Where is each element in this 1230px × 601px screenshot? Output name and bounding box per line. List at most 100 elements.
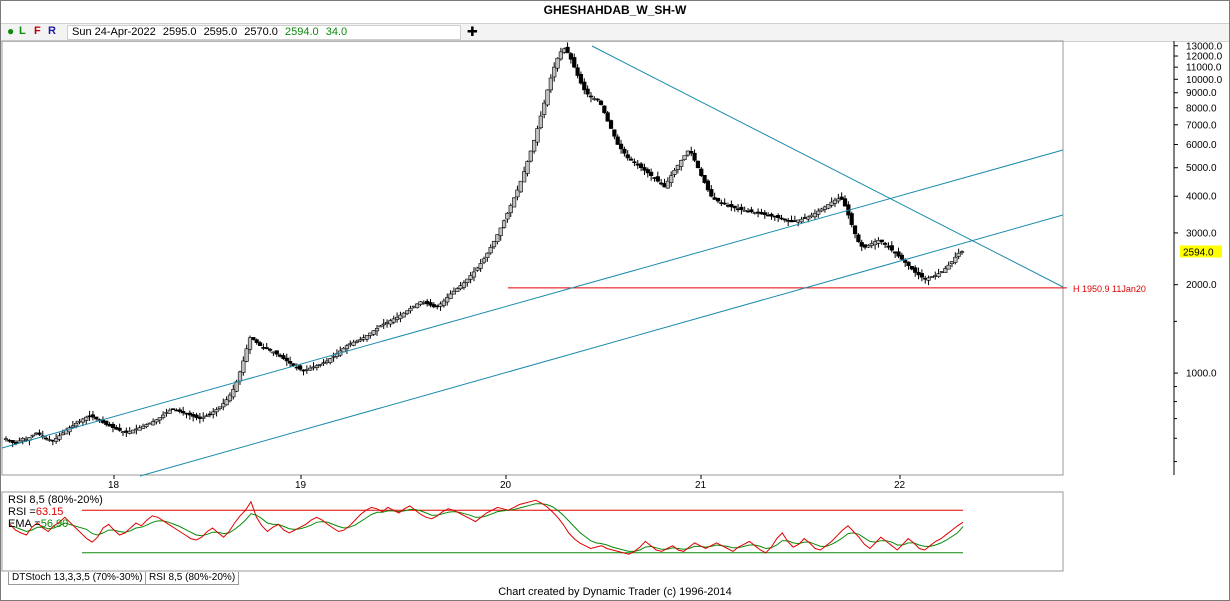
candle-body: [381, 323, 386, 326]
r-button[interactable]: R: [48, 25, 56, 37]
candle-body: [585, 88, 590, 95]
candle-body: [364, 334, 370, 340]
candle-body: [471, 271, 477, 278]
candle-body: [44, 437, 49, 440]
candle-body: [615, 136, 620, 145]
candle-body: [221, 403, 226, 408]
rsi-title: RSI 8,5 (80%-20%): [8, 494, 103, 506]
ema-line: [9, 503, 964, 552]
candle-body: [645, 169, 650, 174]
last-price-label: 2594.0: [1183, 247, 1214, 258]
candle-body: [582, 81, 587, 91]
candle-body: [415, 303, 420, 309]
candle-body: [408, 308, 413, 312]
candle-body: [769, 213, 774, 217]
candle-body: [211, 411, 216, 415]
candle-body: [455, 288, 460, 292]
rsi-pane-border: [1, 491, 1064, 572]
candle-body: [525, 161, 530, 174]
candle-body: [816, 210, 821, 215]
l-button[interactable]: L: [19, 25, 26, 37]
candle-body: [241, 360, 246, 373]
green-dot-icon[interactable]: ●: [7, 24, 15, 38]
candle-body: [37, 432, 42, 435]
last-price-box: [1180, 245, 1222, 258]
candle-body: [217, 406, 223, 409]
candle-body: [171, 408, 176, 411]
candle-body: [906, 261, 911, 267]
quote-high: 2595.0: [203, 26, 238, 38]
candle-body: [478, 263, 483, 269]
candle-body: [919, 273, 924, 278]
tab-rsi[interactable]: RSI 8,5 (80%-20%): [145, 572, 240, 585]
candle-body: [401, 312, 406, 318]
candle-body: [354, 340, 360, 343]
y-tick-label: 11000.0: [1186, 63, 1222, 74]
candle-body: [829, 201, 834, 206]
rsi-legend: RSI 8,5 (80%-20%) RSI =63.15 EMA =56.90: [8, 494, 103, 530]
candle-body: [154, 419, 159, 423]
candle-body: [538, 115, 543, 129]
candle-body: [595, 98, 600, 101]
candle-body: [130, 429, 136, 434]
candle-body: [318, 364, 323, 366]
candle-body: [628, 158, 634, 161]
candle-body: [568, 53, 574, 60]
ema-value: 56.90: [40, 518, 69, 530]
candle-body: [849, 213, 854, 225]
candle-body: [572, 57, 577, 68]
candle-body: [428, 302, 433, 306]
candle-body: [201, 416, 206, 419]
candle-body: [214, 409, 219, 413]
y-tick-label: 1000.0: [1186, 369, 1217, 380]
candle-body: [137, 427, 142, 431]
candle-body: [782, 218, 787, 221]
candle-body: [689, 150, 694, 154]
candle-body: [140, 425, 146, 429]
candle-body: [665, 180, 670, 189]
candle-body: [936, 273, 941, 277]
x-tick-label: 22: [894, 480, 906, 491]
candle-body: [578, 74, 584, 84]
candle-body: [946, 264, 951, 270]
candles-group: [3, 42, 965, 448]
y-tick-label: 3000.0: [1186, 228, 1217, 239]
candle-body: [889, 245, 894, 251]
candle-body: [639, 163, 644, 169]
candle-body: [247, 337, 253, 350]
candle-body: [642, 167, 647, 171]
candle-body: [518, 180, 523, 193]
candle-body: [194, 414, 199, 419]
f-button[interactable]: F: [34, 25, 41, 37]
candle-body: [943, 268, 948, 273]
tab-dtstoch[interactable]: DTStoch 13,3,3,5 (70%-30%): [8, 572, 147, 585]
x-tick-label: 18: [108, 480, 120, 491]
candle-body: [284, 357, 289, 362]
quote-change: 34.0: [325, 26, 348, 38]
candle-body: [836, 198, 841, 202]
plus-icon[interactable]: ✚: [467, 24, 478, 39]
candle-body: [699, 168, 704, 176]
candle-body: [532, 139, 537, 152]
candle-body: [445, 297, 450, 303]
candle-body: [90, 414, 96, 418]
candle-body: [799, 218, 804, 223]
candle-body: [565, 46, 570, 54]
quote-open: 2595.0: [162, 26, 197, 38]
candle-body: [281, 355, 286, 359]
footer-credit: Chart created by Dynamic Trader (c) 1996…: [498, 586, 732, 598]
candle-body: [74, 422, 79, 427]
candle-body: [237, 371, 243, 382]
candle-body: [501, 220, 507, 228]
candle-body: [405, 310, 410, 315]
candle-body: [371, 330, 376, 335]
candle-body: [117, 427, 122, 431]
candle-body: [819, 208, 824, 212]
candle-body: [244, 348, 249, 362]
candle-body: [30, 434, 35, 437]
lower-channel-trendline: [139, 214, 1064, 477]
candle-body: [852, 225, 858, 235]
candle-body: [722, 202, 727, 205]
candle-body: [298, 365, 303, 370]
